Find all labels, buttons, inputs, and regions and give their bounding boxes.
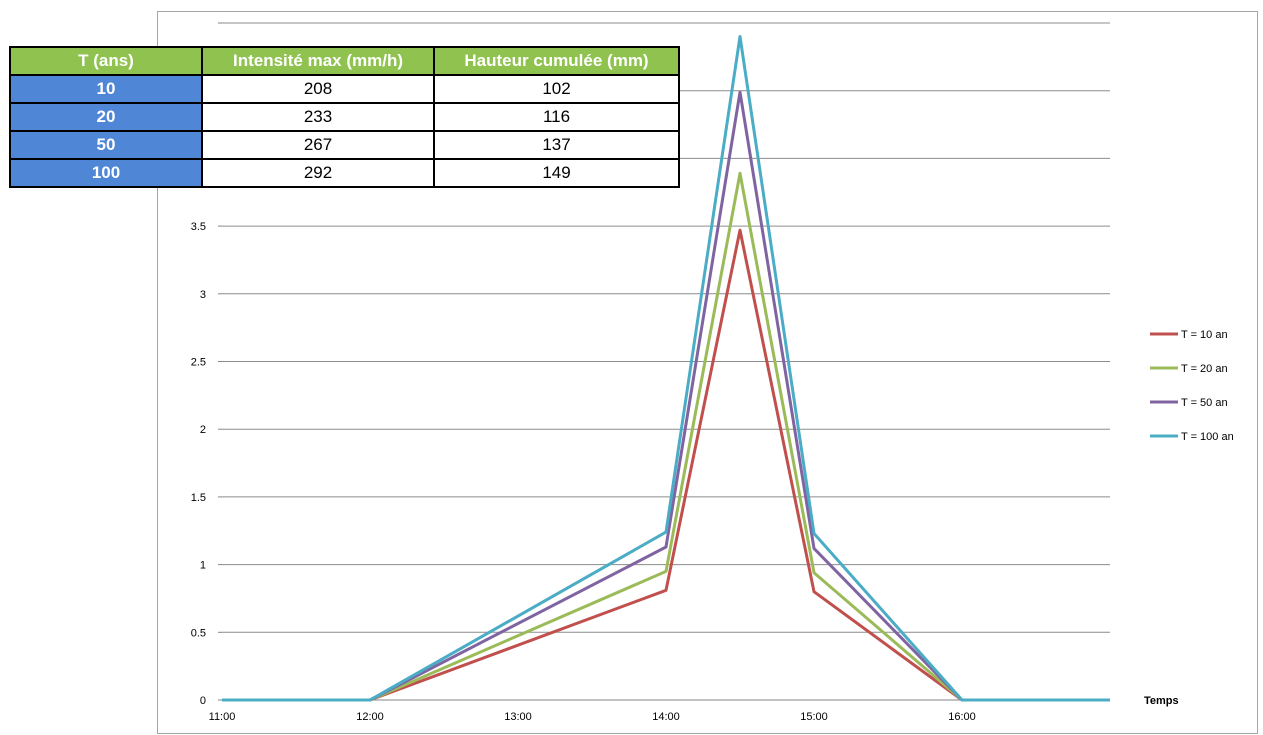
period-cell: 10 [9,74,203,104]
x-tick-labels: 11:00 12:00 13:00 14:00 15:00 16:00 [209,711,976,723]
period-cell: 100 [9,158,203,188]
x-axis-title: Temps [1144,695,1179,707]
y-tick-label: 0 [200,695,206,707]
y-tick-label: 2 [200,424,206,436]
legend-label: T = 10 an [1181,329,1228,341]
depth-cell: 149 [433,158,680,188]
period-cell: 20 [9,102,203,132]
x-tick-label: 11:00 [209,711,236,723]
x-tick-label: 14:00 [652,711,680,723]
y-tick-labels: 0 0.5 1 1.5 2 2.5 3 3.5 [191,221,206,707]
col-header-max-intensity: Intensité max (mm/h) [201,46,435,76]
legend: T = 10 an T = 20 an T = 50 an T = 100 an [1150,329,1234,443]
y-tick-label: 1.5 [191,492,206,504]
x-tick-label: 15:00 [800,711,828,723]
table-row: 10 208 102 [9,74,680,104]
plot-frame [157,11,1258,734]
y-tick-label: 2.5 [191,357,206,369]
legend-label: T = 50 an [1181,397,1228,409]
intensity-cell: 292 [201,158,435,188]
table-row: 50 267 137 [9,130,680,160]
series-line [222,171,1110,702]
y-tick-label: 0.5 [191,627,206,639]
series-lines [222,35,1110,702]
depth-cell: 137 [433,130,680,160]
table-row: 20 233 116 [9,102,680,132]
x-tick-label: 12:00 [356,711,384,723]
col-header-period: T (ans) [9,46,203,76]
intensity-cell: 233 [201,102,435,132]
depth-cell: 102 [433,74,680,104]
table-row: 100 292 149 [9,158,680,188]
y-tick-label: 3 [200,289,206,301]
y-tick-label: 1 [200,560,206,572]
series-line [222,228,1110,702]
y-tick-label: 3.5 [191,221,206,233]
intensity-cell: 267 [201,130,435,160]
intensity-cell: 208 [201,74,435,104]
x-tick-label: 16:00 [948,711,976,723]
return-period-table: T (ans) Intensité max (mm/h) Hauteur cum… [9,46,680,188]
depth-cell: 116 [433,102,680,132]
series-line [222,35,1110,702]
legend-label: T = 100 an [1181,431,1234,443]
x-tick-label: 13:00 [504,711,532,723]
period-cell: 50 [9,130,203,160]
legend-label: T = 20 an [1181,363,1228,375]
col-header-cumulative-depth: Hauteur cumulée (mm) [433,46,680,76]
table-header-row: T (ans) Intensité max (mm/h) Hauteur cum… [9,46,680,76]
